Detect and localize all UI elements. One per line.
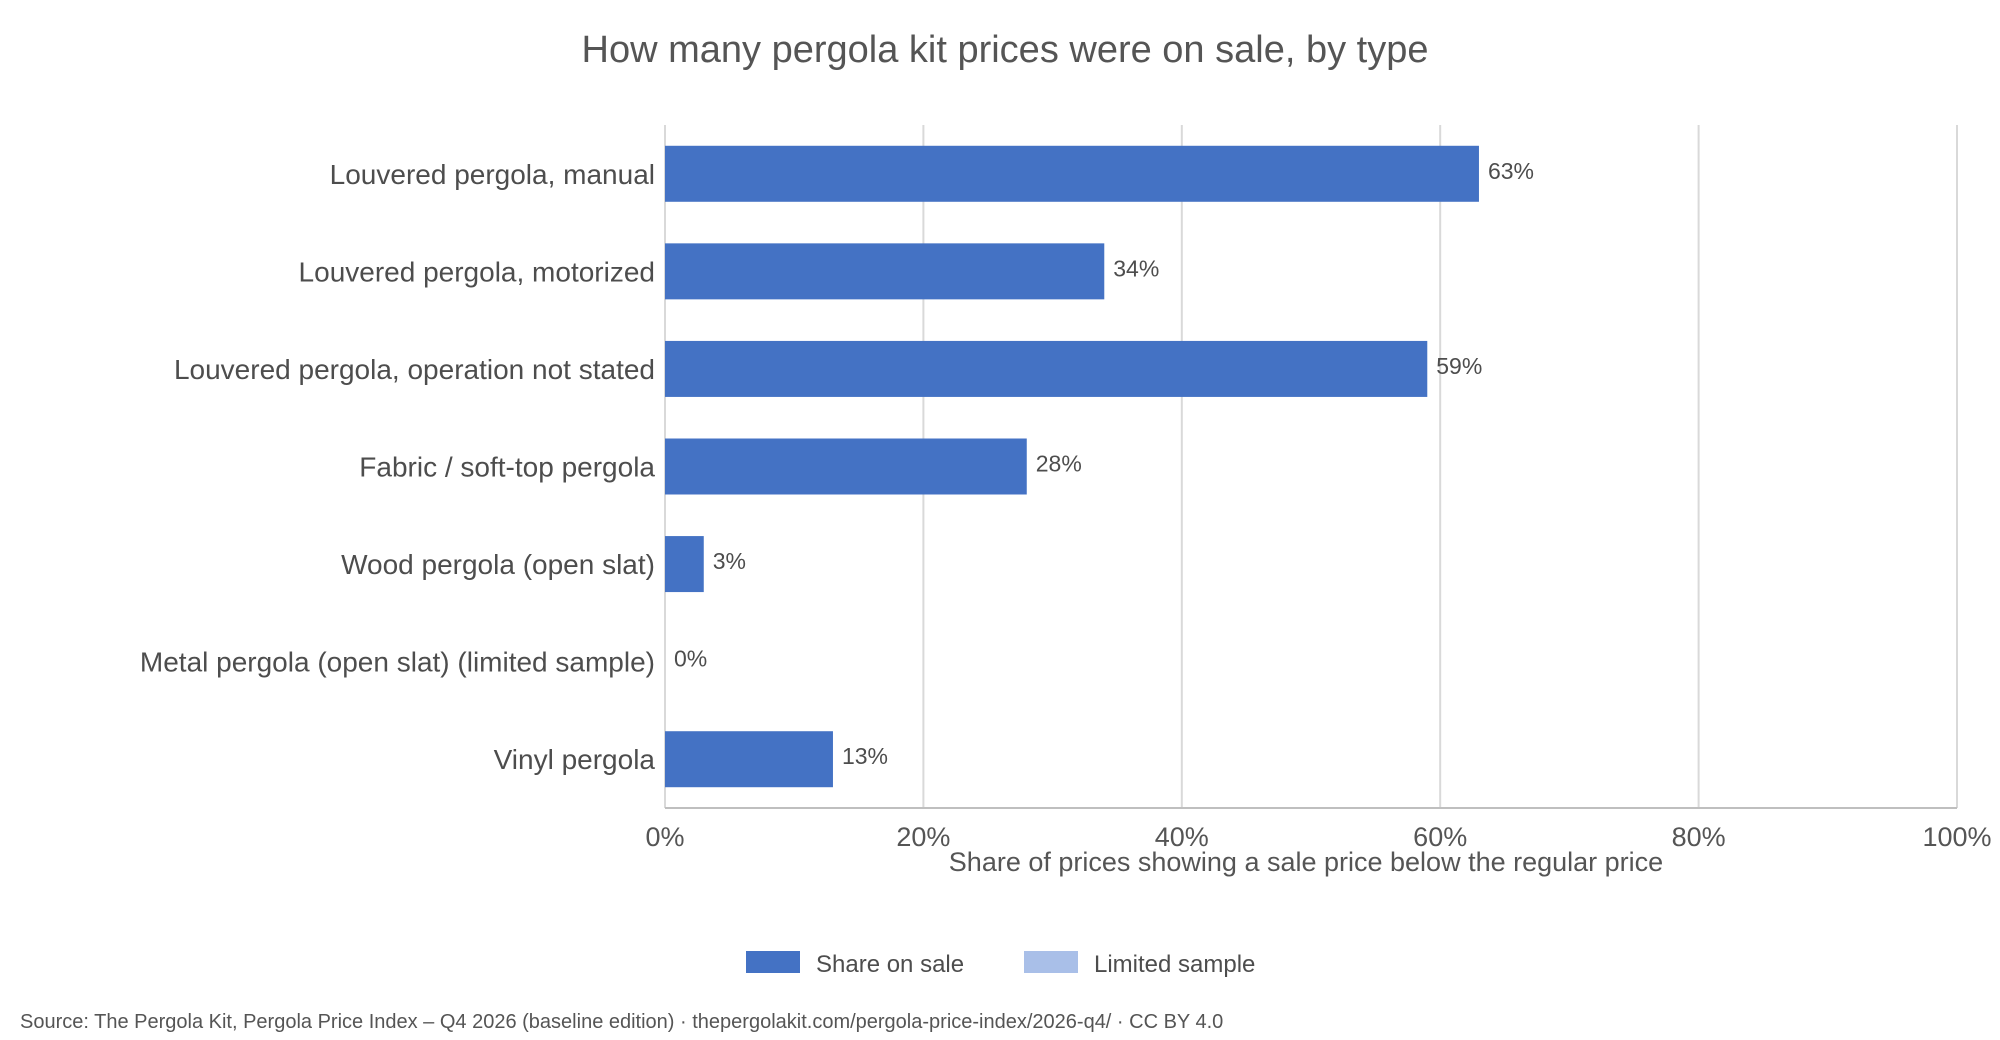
category-label: Vinyl pergola (494, 744, 656, 775)
data-label: 28% (1036, 451, 1082, 477)
legend-swatch (1024, 951, 1078, 973)
data-label: 3% (713, 548, 746, 574)
bar (665, 438, 1027, 495)
category-label: Metal pergola (open slat) (limited sampl… (140, 647, 655, 678)
data-labels: 63% 34% 59% 28% 3% 0% 13% (674, 158, 1534, 769)
x-tick-label: 40% (1155, 822, 1209, 852)
data-label: 34% (1113, 255, 1159, 281)
legend: Share on sale Limited sample (746, 951, 1255, 978)
bar (665, 340, 1428, 397)
source-note: Source: The Pergola Kit, Pergola Price I… (20, 1011, 1223, 1033)
x-tick-label: 100% (1922, 822, 1991, 852)
x-tick-label: 0% (645, 822, 684, 852)
legend-swatch (746, 951, 800, 973)
category-label: Wood pergola (open slat) (341, 549, 655, 580)
x-tick-label: 20% (896, 822, 950, 852)
chart-title: How many pergola kit prices were on sale… (582, 29, 1429, 71)
legend-label: Share on sale (816, 951, 964, 978)
bar (665, 243, 1105, 300)
category-label: Louvered pergola, motorized (299, 256, 655, 287)
bar (665, 145, 1479, 202)
category-label: Fabric / soft-top pergola (359, 452, 655, 483)
data-label: 63% (1488, 158, 1534, 184)
x-axis-ticks: 0% 20% 40% 60% 80% 100% (645, 822, 1991, 852)
category-labels: Louvered pergola, manual Louvered pergola… (140, 159, 656, 775)
x-tick-label: 60% (1413, 822, 1467, 852)
category-label: Louvered pergola, operation not stated (174, 354, 655, 385)
category-label: Louvered pergola, manual (330, 159, 655, 190)
bars (665, 145, 1479, 788)
data-label: 0% (674, 646, 707, 672)
data-label: 13% (842, 743, 888, 769)
legend-label: Limited sample (1094, 951, 1255, 978)
bar (665, 536, 704, 593)
x-tick-label: 80% (1672, 822, 1726, 852)
x-axis-title: Share of prices showing a sale price bel… (949, 847, 1663, 877)
bar (665, 731, 833, 788)
data-label: 59% (1436, 353, 1482, 379)
